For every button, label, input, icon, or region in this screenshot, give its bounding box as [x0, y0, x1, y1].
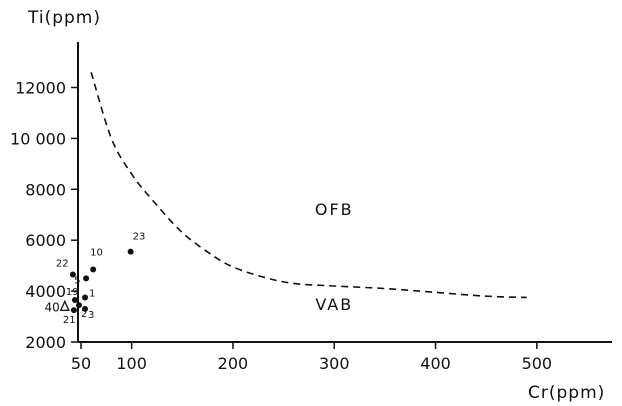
point-marker-dot	[127, 248, 134, 255]
boundary-curve	[90, 71, 527, 299]
x-axis-title: Cr(ppm)	[528, 383, 605, 403]
boundary-dashed-line	[90, 71, 527, 299]
axes	[77, 42, 612, 343]
point-label: 2	[81, 309, 87, 320]
y-axis-title: Ti(ppm)	[27, 8, 101, 28]
y-tick-label: 10 000	[10, 129, 66, 148]
region-label: VAB	[315, 295, 353, 314]
y-tick-label: 8000	[25, 180, 66, 199]
point-marker-dot	[82, 294, 89, 301]
ticks: 50 100 200 300 400 500 2000 4000 6000 8000 10 000 1…	[10, 79, 552, 374]
y-tick-label: 2000	[25, 333, 66, 352]
x-tick-label: 500	[522, 354, 553, 373]
point-label: 1	[89, 288, 95, 299]
point-marker-dot	[69, 271, 76, 278]
point-label: 23	[133, 232, 146, 243]
data-points: 22 10 5 23 19 12 21 3 40	[45, 232, 146, 327]
point-marker-dot	[70, 307, 77, 314]
point-label: 5	[74, 275, 80, 286]
y-tick-label: 6000	[25, 231, 66, 250]
x-tick-label: 400	[420, 354, 451, 373]
point-marker-dot	[90, 266, 97, 273]
region-labels: OFB VAB	[315, 200, 354, 314]
region-label: OFB	[315, 200, 354, 219]
point-marker-dot	[83, 275, 90, 282]
point-marker-dot	[71, 297, 78, 304]
x-tick-label: 50	[71, 354, 91, 373]
point-label: 40	[45, 300, 60, 314]
point-label: 3	[88, 310, 94, 321]
point-marker-dot	[82, 305, 89, 312]
x-tick-label: 200	[218, 354, 249, 373]
point-label: 21	[63, 315, 76, 326]
point-label: 19	[66, 287, 79, 298]
point-marker-dot	[75, 302, 82, 309]
x-tick-label: 300	[319, 354, 350, 373]
point-marker-triangle	[59, 299, 70, 312]
point-label: 22	[56, 259, 69, 270]
y-tick-label: 12000	[15, 79, 66, 98]
y-tick-label: 4000	[25, 282, 66, 301]
x-tick-label: 100	[116, 354, 147, 373]
point-label: 10	[90, 247, 103, 258]
